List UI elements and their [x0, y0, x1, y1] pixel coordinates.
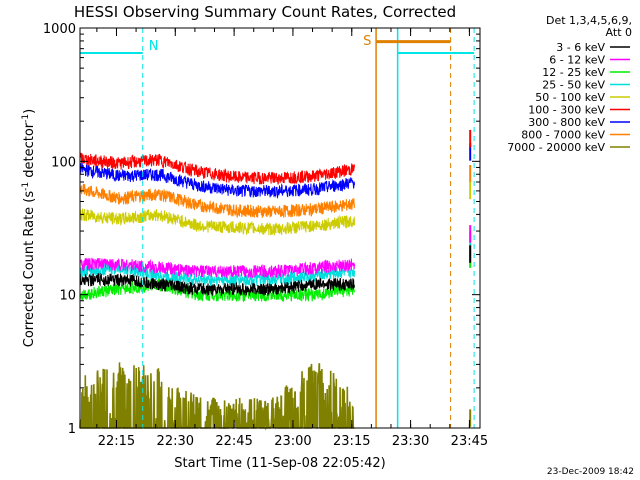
legend-entry-label: 50 - 100 keV — [535, 91, 605, 104]
series-line — [79, 152, 355, 185]
legend-entry-label: 6 - 12 keV — [549, 54, 605, 67]
legend-header-line1: Det 1,3,4,5,6,9, — [546, 14, 632, 27]
series-line — [79, 257, 355, 279]
series-line — [79, 208, 355, 236]
legend-header-line2: Att 0 — [606, 26, 632, 39]
y-axis-label-sup2: -1 — [21, 114, 31, 123]
legend-entry-label: 7000 - 20000 keV — [507, 141, 605, 154]
x-tick-label: 22:45 — [215, 434, 252, 449]
legend-entry-label: 300 - 800 keV — [528, 116, 605, 129]
legend-entry-label: 12 - 25 keV — [542, 66, 605, 79]
series-line — [79, 162, 355, 200]
y-axis-label-main: Corrected Count Rate (s — [22, 191, 37, 348]
y-axis-label: Corrected Count Rate (s-1 detector-1) — [21, 109, 37, 347]
y-axis-label-mid: detector — [22, 122, 37, 182]
x-tick-label: 22:30 — [157, 434, 194, 449]
y-axis-label-end: ) — [22, 109, 37, 114]
y-tick-label: 1000 — [43, 22, 76, 37]
x-tick-label: 23:15 — [333, 434, 370, 449]
marker-s-label: S — [363, 34, 371, 49]
series-line — [79, 183, 355, 219]
plot-frame — [79, 27, 481, 429]
chart-title: HESSI Observing Summary Count Rates, Cor… — [74, 3, 456, 21]
series-line — [79, 272, 355, 296]
y-axis: 1 10 100 1000 — [43, 22, 480, 437]
y-tick-label: 100 — [51, 155, 76, 170]
legend-entry-label: 100 - 300 keV — [528, 104, 605, 117]
legend-entry-label: 800 - 7000 keV — [521, 129, 605, 142]
timestamp: 23-Dec-2009 18:42 — [547, 467, 634, 477]
y-tick-label: 10 — [59, 289, 76, 304]
legend-entry-label: 25 - 50 keV — [542, 79, 605, 92]
legend-entry-label: 3 - 6 keV — [556, 41, 605, 54]
x-axis-label: Start Time (11-Sep-08 22:05:42) — [174, 456, 385, 471]
series-line — [79, 362, 355, 431]
x-tick-label: 23:45 — [451, 434, 488, 449]
x-tick-label: 22:15 — [98, 434, 135, 449]
x-tick-label: 23:00 — [274, 434, 311, 449]
y-axis-label-sup1: -1 — [21, 182, 31, 191]
x-tick-label: 23:30 — [392, 434, 429, 449]
series-layer — [79, 129, 472, 431]
x-axis: 22:15 22:30 22:45 23:00 23:15 23:30 23:45 — [96, 28, 488, 449]
y-tick-label: 1 — [68, 422, 76, 437]
marker-n-label: N — [149, 39, 159, 54]
